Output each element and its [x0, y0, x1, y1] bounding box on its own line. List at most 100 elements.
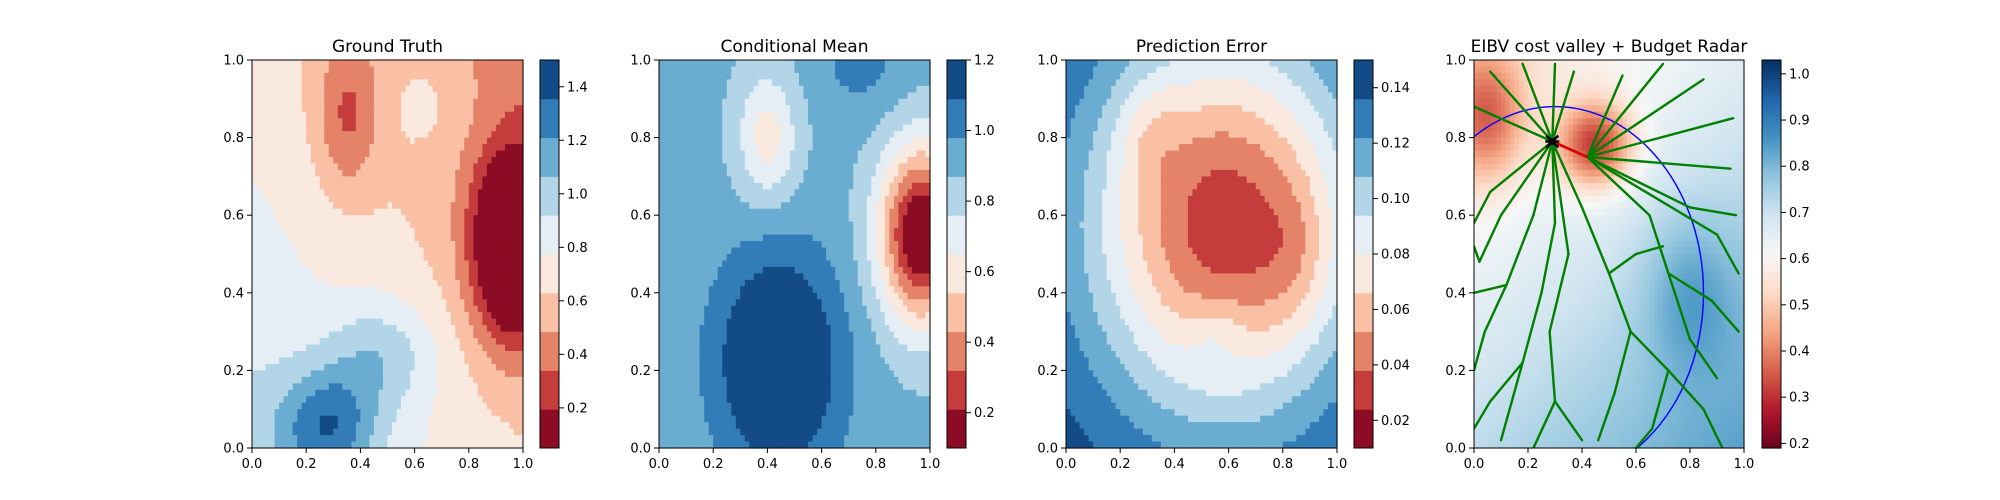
heatmap-cell	[261, 60, 266, 67]
heatmap-cell	[424, 383, 429, 390]
heatmap-cell	[442, 293, 447, 300]
heatmap-cell	[369, 73, 374, 80]
heatmap-cell	[840, 66, 845, 73]
heatmap-cell	[464, 202, 469, 209]
heatmap-cell	[826, 73, 831, 80]
heatmap-cell	[397, 293, 402, 300]
heatmap-cell	[338, 403, 343, 410]
heatmap-cell	[419, 144, 424, 151]
heatmap-cell	[410, 170, 415, 177]
heatmap-cell	[826, 125, 831, 132]
heatmap-cell	[397, 157, 402, 164]
heatmap-cell	[469, 357, 474, 364]
heatmap-cell	[713, 189, 718, 196]
heatmap-cell	[293, 66, 298, 73]
heatmap-cell	[329, 209, 334, 216]
heatmap-cell	[691, 151, 696, 158]
heatmap-cell	[257, 383, 262, 390]
heatmap-cell	[709, 189, 714, 196]
heatmap-cell	[446, 370, 451, 377]
heatmap-cell	[315, 306, 320, 313]
heatmap-cell	[509, 163, 514, 170]
heatmap-cell	[315, 396, 320, 403]
heatmap-cell	[383, 248, 388, 255]
heatmap-cell	[378, 73, 383, 80]
heatmap-cell	[731, 125, 736, 132]
heatmap-cell	[424, 79, 429, 86]
heatmap-cell	[428, 435, 433, 442]
heatmap-cell	[329, 267, 334, 274]
heatmap-cell	[347, 228, 352, 235]
heatmap-cell	[469, 403, 474, 410]
heatmap-cell	[338, 79, 343, 86]
heatmap-cell	[410, 131, 415, 138]
heatmap-cell	[785, 144, 790, 151]
heatmap-cell	[496, 125, 501, 132]
heatmap-cell	[374, 60, 379, 67]
heatmap-cell	[410, 209, 415, 216]
heatmap-cell	[496, 163, 501, 170]
heatmap-cell	[659, 92, 664, 99]
heatmap-cell	[776, 112, 781, 119]
heatmap-cell	[442, 79, 447, 86]
heatmap-cell	[415, 377, 420, 384]
heatmap-cell	[455, 79, 460, 86]
heatmap-cell	[257, 357, 262, 364]
heatmap-cell	[347, 125, 352, 132]
heatmap-cell	[709, 170, 714, 177]
heatmap-cell	[460, 144, 465, 151]
heatmap-cell	[406, 144, 411, 151]
heatmap-cell	[392, 409, 397, 416]
heatmap-cell	[266, 299, 271, 306]
heatmap-cell	[378, 293, 383, 300]
heatmap-cell	[266, 228, 271, 235]
heatmap-cell	[686, 183, 691, 190]
heatmap-cell	[668, 176, 673, 183]
heatmap-cell	[410, 429, 415, 436]
heatmap-cell	[424, 241, 429, 248]
heatmap-cell	[867, 112, 872, 119]
heatmap-cell	[315, 338, 320, 345]
heatmap-cell	[686, 163, 691, 170]
heatmap-cell	[514, 189, 519, 196]
heatmap-cell	[889, 125, 894, 132]
heatmap-cell	[257, 364, 262, 371]
heatmap-cell	[351, 364, 356, 371]
heatmap-cell	[383, 254, 388, 261]
heatmap-cell	[464, 377, 469, 384]
heatmap-cell	[478, 280, 483, 287]
heatmap-cell	[437, 364, 442, 371]
heatmap-cell	[338, 105, 343, 112]
heatmap-cell	[406, 79, 411, 86]
heatmap-cell	[664, 112, 669, 119]
heatmap-cell	[419, 332, 424, 339]
heatmap-cell	[320, 196, 325, 203]
heatmap-cell	[772, 131, 777, 138]
heatmap-cell	[491, 157, 496, 164]
heatmap-cell	[446, 306, 451, 313]
heatmap-cell	[673, 196, 678, 203]
heatmap-cell	[351, 99, 356, 106]
heatmap-cell	[772, 163, 777, 170]
heatmap-cell	[333, 66, 338, 73]
heatmap-cell	[360, 118, 365, 125]
heatmap-cell	[849, 189, 854, 196]
heatmap-cell	[482, 383, 487, 390]
heatmap-cell	[876, 99, 881, 106]
heatmap-cell	[451, 409, 456, 416]
heatmap-cell	[473, 228, 478, 235]
heatmap-cell	[731, 202, 736, 209]
heatmap-cell	[505, 183, 510, 190]
heatmap-cell	[437, 280, 442, 287]
heatmap-cell	[849, 144, 854, 151]
heatmap-cell	[785, 86, 790, 93]
heatmap-cell	[275, 306, 280, 313]
heatmap-cell	[673, 163, 678, 170]
heatmap-cell	[496, 364, 501, 371]
heatmap-cell	[383, 235, 388, 242]
heatmap-cell	[464, 312, 469, 319]
heatmap-cell	[514, 364, 519, 371]
heatmap-cell	[288, 332, 293, 339]
heatmap-cell	[437, 312, 442, 319]
heatmap-cell	[473, 163, 478, 170]
